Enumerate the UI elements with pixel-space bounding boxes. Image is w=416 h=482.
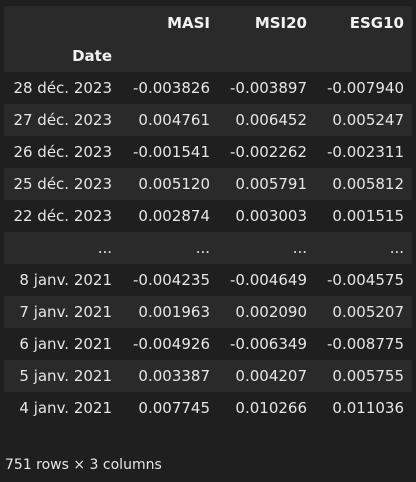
cell-esg10: -0.007940 xyxy=(327,79,404,97)
cell-esg10: 0.001515 xyxy=(332,207,404,225)
empty-header-cell xyxy=(120,40,218,72)
cell-masi: 0.003387 xyxy=(120,360,218,392)
row-index-date: 8 janv. 2021 xyxy=(19,271,112,289)
cell-esg10: -0.004575 xyxy=(327,271,404,289)
cell-esg10: 0.005207 xyxy=(315,296,412,328)
cell-msi20: 0.002090 xyxy=(218,296,315,328)
column-header-masi: MASI xyxy=(120,6,218,40)
cell-masi: 0.005120 xyxy=(120,168,218,200)
cell-masi: -0.003826 xyxy=(133,79,210,97)
table-body: 28 déc. 2023 -0.003826 -0.003897 -0.007940 2… xyxy=(4,72,412,424)
corner-cell xyxy=(4,6,120,40)
row-index-date: 6 janv. 2021 xyxy=(19,335,112,353)
table-header: MASI MSI20 ESG10 Date xyxy=(4,6,412,72)
table-row: 22 déc. 2023 0.002874 0.003003 0.001515 xyxy=(4,200,412,232)
cell-msi20: -0.003897 xyxy=(230,79,307,97)
cell-masi: 0.007745 xyxy=(138,399,210,417)
cell-esg10: 0.005755 xyxy=(315,360,412,392)
cell-masi: 0.001963 xyxy=(120,296,218,328)
cell-masi: ... xyxy=(120,232,218,264)
cell-masi: -0.004235 xyxy=(133,271,210,289)
empty-header-cell xyxy=(315,40,412,72)
row-index-date: 22 déc. 2023 xyxy=(13,207,112,225)
cell-msi20: 0.006452 xyxy=(218,104,315,136)
row-index-date: 7 janv. 2021 xyxy=(4,296,120,328)
table-row: 25 déc. 2023 0.005120 0.005791 0.005812 xyxy=(4,168,412,200)
table-row: 4 janv. 2021 0.007745 0.010266 0.011036 xyxy=(4,392,412,424)
cell-masi: 0.002874 xyxy=(138,207,210,225)
row-index-date: 4 janv. 2021 xyxy=(19,399,112,417)
cell-esg10: -0.002311 xyxy=(327,143,404,161)
table-row: 26 déc. 2023 -0.001541 -0.002262 -0.002311 xyxy=(4,136,412,168)
row-index-date: 28 déc. 2023 xyxy=(13,79,112,97)
cell-msi20: ... xyxy=(218,232,315,264)
row-index-date: ... xyxy=(4,232,120,264)
table-row: 8 janv. 2021 -0.004235 -0.004649 -0.004575 xyxy=(4,264,412,296)
table-row: 6 janv. 2021 -0.004926 -0.006349 -0.008775 xyxy=(4,328,412,360)
table-row: ............ xyxy=(4,232,412,264)
table-row: 28 déc. 2023 -0.003826 -0.003897 -0.007940 xyxy=(4,72,412,104)
row-index-date: 26 déc. 2023 xyxy=(13,143,112,161)
cell-masi: -0.001541 xyxy=(133,143,210,161)
index-name: Date xyxy=(4,40,120,72)
row-index-date: 5 janv. 2021 xyxy=(4,360,120,392)
shape-summary: 751 rows × 3 columns xyxy=(5,457,162,473)
cell-esg10: 0.005812 xyxy=(315,168,412,200)
cell-msi20: -0.004649 xyxy=(230,271,307,289)
cell-masi: 0.004761 xyxy=(120,104,218,136)
table-row: 7 janv. 2021 0.001963 0.002090 0.005207 xyxy=(4,296,412,328)
row-index-date: 27 déc. 2023 xyxy=(4,104,120,136)
cell-msi20: 0.010266 xyxy=(235,399,307,417)
cell-esg10: 0.011036 xyxy=(332,399,404,417)
cell-msi20: -0.002262 xyxy=(230,143,307,161)
cell-esg10: ... xyxy=(315,232,412,264)
empty-header-cell xyxy=(218,40,315,72)
cell-msi20: 0.003003 xyxy=(235,207,307,225)
cell-msi20: -0.006349 xyxy=(230,335,307,353)
cell-msi20: 0.005791 xyxy=(218,168,315,200)
table-row: 27 déc. 2023 0.004761 0.006452 0.005247 xyxy=(4,104,412,136)
cell-esg10: 0.005247 xyxy=(315,104,412,136)
column-header-esg10: ESG10 xyxy=(315,6,412,40)
cell-masi: -0.004926 xyxy=(133,335,210,353)
cell-msi20: 0.004207 xyxy=(218,360,315,392)
dataframe-table: MASI MSI20 ESG10 Date 28 déc. 2023 -0.003… xyxy=(4,6,412,424)
index-header-row: Date xyxy=(4,40,412,72)
column-header-msi20: MSI20 xyxy=(218,6,315,40)
column-header-row: MASI MSI20 ESG10 xyxy=(4,6,412,40)
row-index-date: 25 déc. 2023 xyxy=(4,168,120,200)
table-row: 5 janv. 2021 0.003387 0.004207 0.005755 xyxy=(4,360,412,392)
cell-esg10: -0.008775 xyxy=(327,335,404,353)
